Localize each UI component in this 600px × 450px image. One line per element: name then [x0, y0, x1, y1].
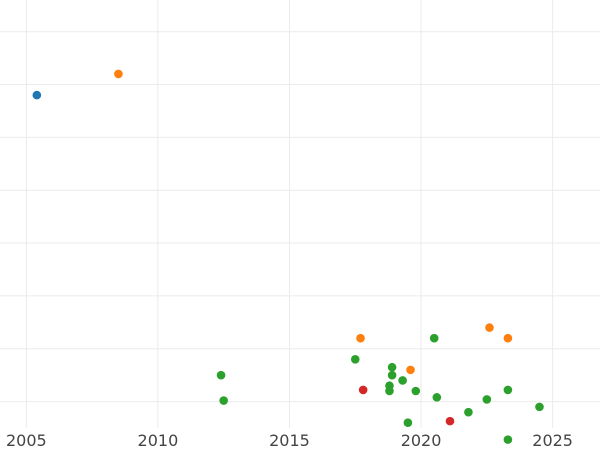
grid-lines [0, 0, 600, 428]
data-point [503, 333, 513, 343]
x-tick-label: 2025 [532, 431, 573, 450]
data-point [429, 333, 439, 343]
x-tick-label: 2010 [138, 431, 179, 450]
data-point [445, 416, 455, 426]
data-point [464, 407, 473, 417]
x-tick-label: 2015 [269, 431, 310, 450]
data-point [485, 323, 494, 332]
data-point [482, 395, 492, 404]
data-point [503, 385, 513, 395]
data-points [32, 69, 544, 444]
data-point [114, 69, 123, 79]
data-point [358, 385, 368, 395]
data-point [387, 362, 397, 372]
data-point [398, 376, 407, 385]
data-point [387, 370, 397, 380]
data-point [385, 386, 394, 396]
data-point [432, 393, 442, 402]
data-point [535, 402, 544, 412]
data-point [216, 370, 226, 380]
data-point [219, 396, 228, 405]
data-point [356, 333, 365, 343]
data-point [503, 435, 513, 444]
data-point [411, 386, 421, 396]
x-axis: 2005 2010 2015 2020 2025 [6, 431, 573, 450]
data-point [403, 418, 413, 428]
data-point [32, 90, 42, 100]
data-point [406, 365, 415, 375]
x-tick-label: 2005 [6, 431, 47, 450]
data-point [350, 355, 360, 364]
x-tick-label: 2020 [401, 431, 442, 450]
